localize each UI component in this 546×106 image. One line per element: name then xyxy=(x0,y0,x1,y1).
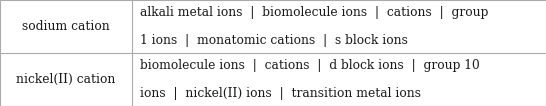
Text: biomolecule ions  |  cations  |  d block ions  |  group 10: biomolecule ions | cations | d block ion… xyxy=(140,59,480,72)
Text: nickel(II) cation: nickel(II) cation xyxy=(16,73,116,86)
Text: 1 ions  |  monatomic cations  |  s block ions: 1 ions | monatomic cations | s block ion… xyxy=(140,34,408,47)
Text: alkali metal ions  |  biomolecule ions  |  cations  |  group: alkali metal ions | biomolecule ions | c… xyxy=(140,6,489,19)
Text: ions  |  nickel(II) ions  |  transition metal ions: ions | nickel(II) ions | transition meta… xyxy=(140,87,422,100)
Text: sodium cation: sodium cation xyxy=(22,20,110,33)
